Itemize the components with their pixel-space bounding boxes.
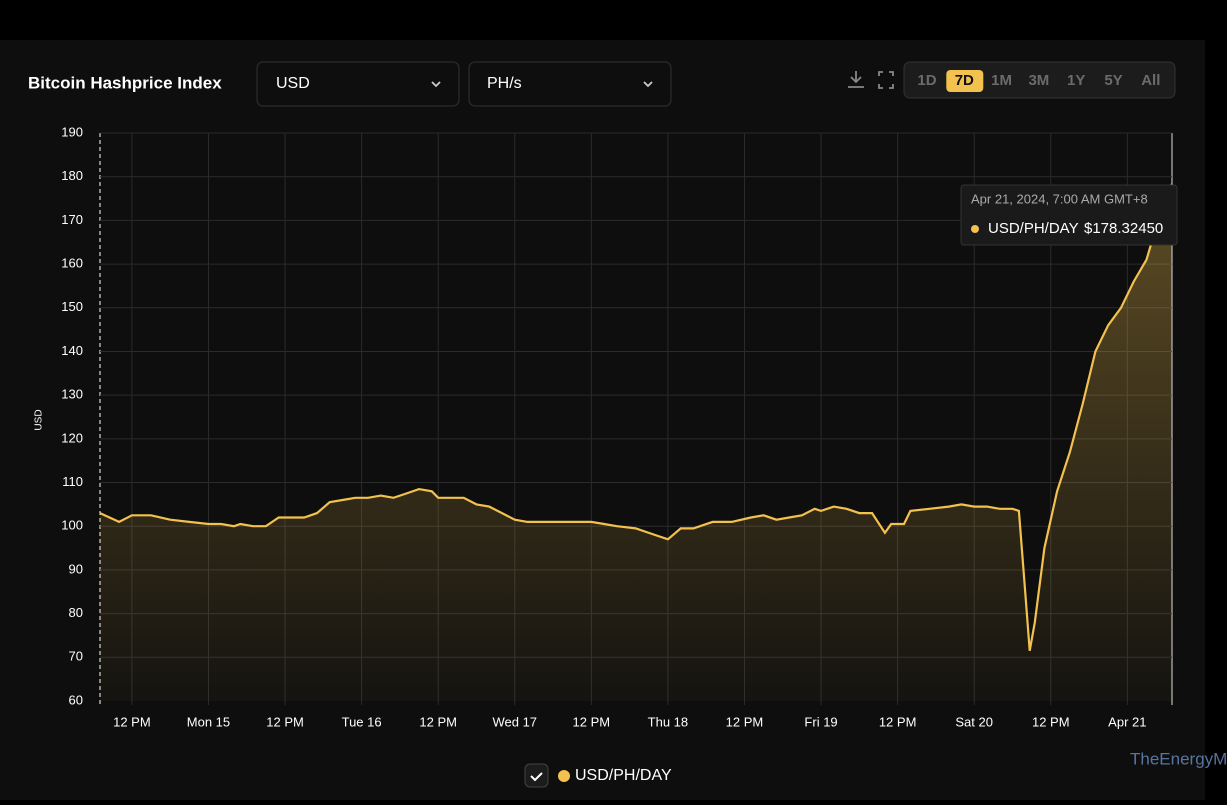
chevron (643, 81, 653, 88)
y-tick-label: 110 (62, 474, 83, 489)
y-tick-label: 170 (61, 212, 83, 227)
y-tick-label: 160 (61, 256, 83, 271)
x-tick-label: 12 PM (1032, 714, 1070, 729)
y-tick-label: 60 (69, 692, 83, 707)
currency-value: USD (276, 75, 310, 92)
area (100, 184, 1172, 701)
range-button[interactable]: 5Y (1104, 72, 1122, 89)
x-tick-label: Mon 15 (187, 714, 230, 729)
x-tick-label: 12 PM (419, 714, 457, 729)
y-tick-label: 180 (61, 168, 83, 183)
x-tick-label: 12 PM (726, 714, 764, 729)
range-button[interactable]: 1Y (1067, 72, 1085, 89)
x-tick-label: Fri 19 (804, 714, 837, 729)
fullscreen-button[interactable] (878, 71, 894, 89)
chevron (431, 81, 441, 88)
range-active (946, 70, 984, 92)
y-tick-label: 130 (61, 387, 83, 402)
x-tick-label: Tue 16 (342, 714, 382, 729)
y-tick-label: 190 (61, 124, 83, 139)
y-tick-label: 140 (61, 343, 83, 358)
tooltip-box (960, 184, 1178, 246)
legend-dot (558, 770, 570, 782)
line (99, 183, 1174, 651)
x-tick-label: Thu 18 (648, 714, 688, 729)
x-tick-label: 12 PM (266, 714, 304, 729)
x-tick-label: 12 PM (113, 714, 151, 729)
unit-select[interactable] (468, 61, 672, 107)
tooltip-value: $178.32450 (1084, 220, 1163, 237)
download-button[interactable] (848, 71, 864, 88)
y-tick-label: 120 (61, 430, 83, 445)
x-tick-label: Wed 17 (492, 714, 537, 729)
range-button[interactable]: 1M (991, 72, 1012, 89)
y-tick-label: 100 (61, 518, 83, 533)
range-button[interactable]: 3M (1028, 72, 1049, 89)
checkmark (530, 772, 543, 782)
title: Bitcoin Hashprice Index (28, 73, 222, 92)
tooltip-date: Apr 21, 2024, 7:00 AM GMT+8 (971, 191, 1148, 206)
x-tick-label: Apr 21 (1108, 714, 1146, 729)
range-button[interactable]: 7D (955, 72, 974, 89)
y-tick-label: 90 (69, 561, 83, 576)
x-tick-label: 12 PM (879, 714, 917, 729)
legend-label[interactable]: USD/PH/DAY (575, 767, 672, 784)
range-button[interactable]: 1D (917, 72, 936, 89)
y-tick-label: 80 (69, 605, 83, 620)
x-tick-label: Sat 20 (955, 714, 993, 729)
x-tick-label: 12 PM (573, 714, 611, 729)
watermark: TheEnergyMag (1130, 749, 1227, 768)
unit-value: PH/s (487, 75, 522, 92)
y-axis-label: USD (34, 409, 45, 430)
legend-checkbox[interactable] (524, 763, 549, 788)
y-tick-label: 150 (61, 299, 83, 314)
currency-select[interactable] (256, 61, 460, 107)
range-button[interactable]: All (1141, 72, 1160, 89)
tooltip-dot (971, 225, 979, 233)
tooltip-series: USD/PH/DAY (988, 220, 1079, 237)
y-tick-label: 70 (69, 649, 83, 664)
